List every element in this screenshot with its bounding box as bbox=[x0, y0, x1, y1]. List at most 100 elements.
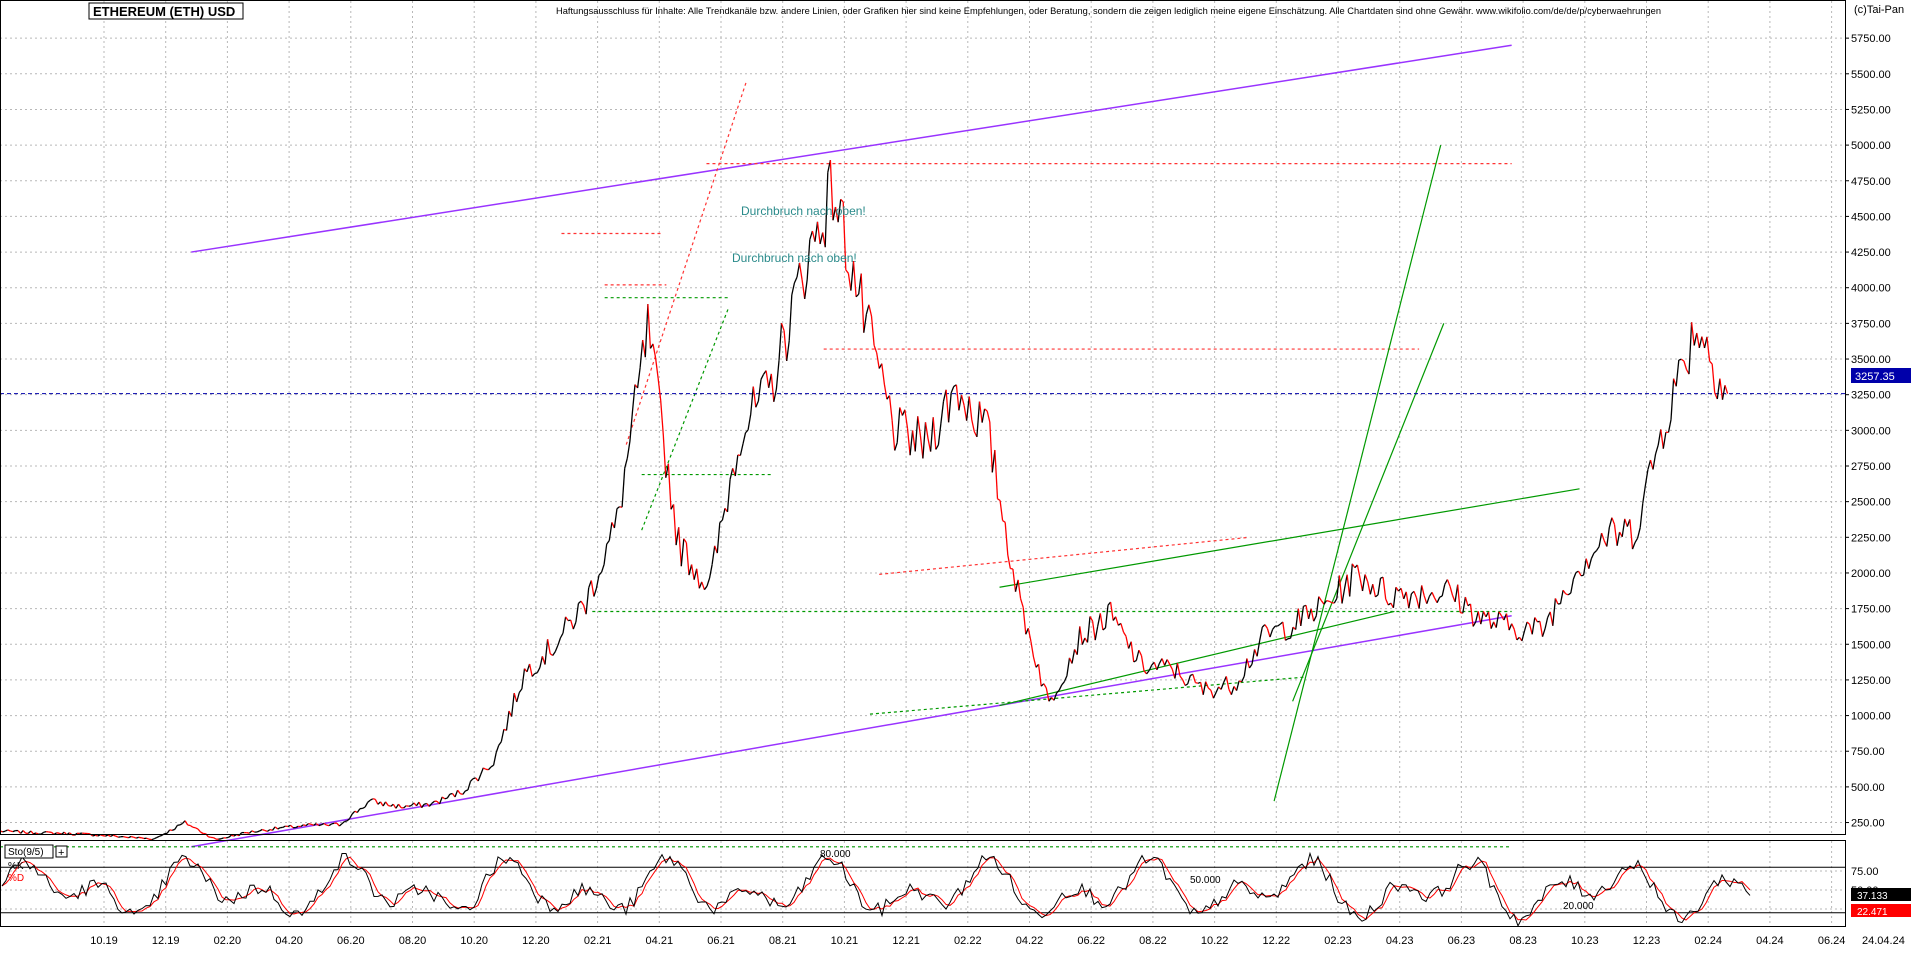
chart-title: ETHEREUM (ETH) USD bbox=[93, 4, 235, 19]
y-tick-label: 5000.00 bbox=[1851, 140, 1891, 152]
price-segment bbox=[406, 806, 409, 807]
y-tick-label: 2750.00 bbox=[1851, 461, 1891, 473]
disclaimer-text: Haftungsausschluss für Inhalte: Alle Tre… bbox=[556, 6, 1661, 17]
x-tick-label: 02.22 bbox=[954, 935, 982, 947]
sto-level-50: 50.000 bbox=[1190, 875, 1221, 886]
price-segment bbox=[221, 838, 224, 839]
price-segment bbox=[13, 831, 16, 832]
price-segment bbox=[332, 823, 335, 824]
price-segment bbox=[231, 835, 234, 836]
price-segment bbox=[188, 825, 191, 826]
x-tick-label: 12.23 bbox=[1633, 935, 1661, 947]
price-segment bbox=[139, 837, 142, 838]
sto-k-value: 37.133 bbox=[1857, 891, 1888, 902]
y-tick-label: 3000.00 bbox=[1851, 425, 1891, 437]
price-segment bbox=[170, 830, 173, 831]
y-tick-label: 750.00 bbox=[1851, 746, 1885, 758]
sto-legend-k: %K bbox=[8, 861, 24, 872]
sto-level-20: 20.000 bbox=[1563, 901, 1594, 912]
price-segment bbox=[1679, 359, 1682, 360]
y-tick-label: 500.00 bbox=[1851, 782, 1885, 794]
price-segment bbox=[141, 838, 144, 839]
copyright-label: (c)Tai-Pan bbox=[1854, 4, 1904, 16]
price-segment bbox=[118, 837, 121, 838]
x-tick-label: 04.21 bbox=[646, 935, 674, 947]
x-tick-label: 12.21 bbox=[892, 935, 920, 947]
sto-y-tick-label: 75.00 bbox=[1851, 866, 1879, 878]
price-segment bbox=[1327, 601, 1330, 602]
x-tick-label: 06.21 bbox=[707, 935, 735, 947]
price-segment bbox=[134, 837, 137, 838]
price-segment bbox=[10, 831, 13, 832]
price-segment bbox=[136, 837, 139, 838]
x-tick-label: 08.20 bbox=[399, 935, 427, 947]
y-tick-label: 2250.00 bbox=[1851, 532, 1891, 544]
y-tick-label: 4500.00 bbox=[1851, 211, 1891, 223]
x-tick-label: 02.21 bbox=[584, 935, 612, 947]
x-tick-label: 10.23 bbox=[1571, 935, 1599, 947]
y-tick-label: 2000.00 bbox=[1851, 568, 1891, 580]
price-segment bbox=[193, 827, 196, 828]
last-price-label: 3257.35 bbox=[1855, 371, 1895, 383]
y-tick-label: 2500.00 bbox=[1851, 497, 1891, 509]
x-tick-label: 04.23 bbox=[1386, 935, 1414, 947]
x-tick-label: 06.23 bbox=[1448, 935, 1476, 947]
x-tick-label: 12.20 bbox=[522, 935, 550, 947]
price-segment bbox=[3, 831, 6, 832]
price-segment bbox=[388, 806, 391, 807]
x-tick-label: 04.24 bbox=[1756, 935, 1784, 947]
annotation-breakout-2: Durchbruch nach oben! bbox=[732, 251, 857, 265]
price-segment bbox=[208, 837, 211, 838]
sto-d-value: 22.471 bbox=[1857, 907, 1888, 918]
sto-legend-d: %D bbox=[8, 873, 24, 884]
price-segment bbox=[327, 825, 330, 826]
y-tick-label: 5750.00 bbox=[1851, 33, 1891, 45]
price-segment bbox=[44, 832, 47, 833]
price-segment bbox=[159, 835, 162, 836]
x-tick-label: 12.19 bbox=[152, 935, 180, 947]
x-tick-label: 06.22 bbox=[1077, 935, 1105, 947]
price-segment bbox=[535, 673, 538, 674]
plus-icon: + bbox=[58, 847, 64, 859]
x-tick-label: 06.24 bbox=[1818, 935, 1846, 947]
price-segment bbox=[226, 837, 229, 838]
sto-title: Sto(9/5) bbox=[8, 847, 44, 858]
price-segment bbox=[303, 825, 306, 826]
x-tick-label: 08.21 bbox=[769, 935, 797, 947]
y-tick-label: 4250.00 bbox=[1851, 247, 1891, 259]
y-tick-label: 4000.00 bbox=[1851, 283, 1891, 295]
x-axis-end-label: 24.04.24 bbox=[1862, 935, 1905, 947]
price-segment bbox=[345, 821, 348, 822]
x-tick-label: 04.20 bbox=[275, 935, 303, 947]
price-segment bbox=[93, 835, 96, 836]
price-segment bbox=[95, 835, 98, 836]
price-segment bbox=[59, 833, 62, 834]
y-tick-label: 5250.00 bbox=[1851, 104, 1891, 116]
y-tick-label: 4750.00 bbox=[1851, 176, 1891, 188]
x-tick-label: 10.22 bbox=[1201, 935, 1229, 947]
price-segment bbox=[149, 839, 152, 840]
x-tick-label: 02.20 bbox=[214, 935, 242, 947]
price-segment bbox=[265, 831, 268, 832]
x-tick-label: 12.22 bbox=[1263, 935, 1291, 947]
price-segment bbox=[1581, 575, 1584, 576]
y-tick-label: 1500.00 bbox=[1851, 639, 1891, 651]
x-tick-label: 10.21 bbox=[831, 935, 859, 947]
price-segment bbox=[1195, 683, 1198, 684]
x-tick-label: 02.24 bbox=[1694, 935, 1722, 947]
price-segment bbox=[409, 806, 412, 807]
price-segment bbox=[373, 799, 376, 800]
x-tick-label: 10.19 bbox=[90, 935, 118, 947]
y-tick-label: 3750.00 bbox=[1851, 318, 1891, 330]
x-tick-label: 08.23 bbox=[1509, 935, 1537, 947]
price-segment bbox=[445, 798, 448, 799]
x-tick-label: 04.22 bbox=[1016, 935, 1044, 947]
price-segment bbox=[1288, 638, 1291, 639]
x-tick-label: 08.22 bbox=[1139, 935, 1167, 947]
y-tick-label: 1000.00 bbox=[1851, 711, 1891, 723]
y-tick-label: 5500.00 bbox=[1851, 69, 1891, 81]
price-segment bbox=[33, 833, 36, 834]
price-segment bbox=[123, 837, 126, 838]
